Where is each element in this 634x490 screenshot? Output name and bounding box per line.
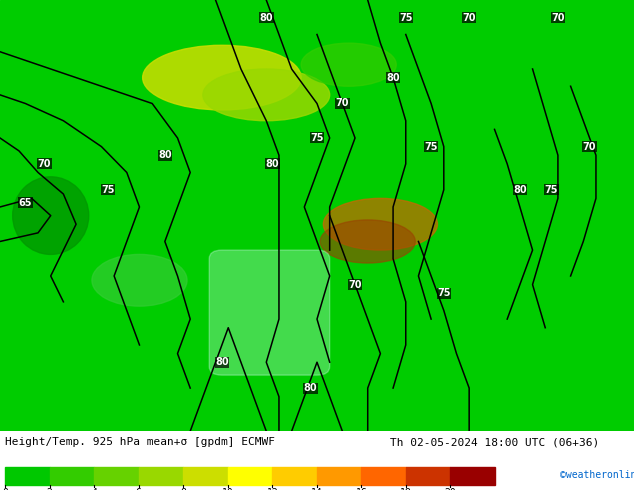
Text: 2: 2	[47, 488, 53, 490]
Text: 80: 80	[215, 357, 229, 367]
Text: 70: 70	[551, 13, 565, 23]
Bar	[5, 466, 49, 485]
Text: 70: 70	[348, 280, 362, 290]
Text: 70: 70	[462, 13, 476, 23]
Text: 80: 80	[259, 13, 273, 23]
Text: 14: 14	[311, 488, 323, 490]
Text: 75: 75	[437, 288, 451, 298]
Bar	[139, 466, 183, 485]
Text: 8: 8	[180, 488, 186, 490]
Bar	[361, 466, 406, 485]
Ellipse shape	[13, 177, 89, 254]
Bar	[49, 466, 94, 485]
Text: 16: 16	[356, 488, 367, 490]
Text: 70: 70	[37, 159, 51, 169]
Text: 80: 80	[304, 383, 318, 393]
Text: Height/Temp. 925 hPa mean+σ [gpdm] ECMWF: Height/Temp. 925 hPa mean+σ [gpdm] ECMWF	[5, 437, 275, 447]
Text: 75: 75	[310, 133, 324, 143]
Text: ©weatheronline.co.uk: ©weatheronline.co.uk	[560, 470, 634, 480]
Ellipse shape	[92, 254, 187, 306]
Ellipse shape	[320, 220, 415, 263]
Text: 75: 75	[101, 185, 115, 195]
Bar	[183, 466, 228, 485]
Text: 75: 75	[545, 185, 559, 195]
Text: 80: 80	[513, 185, 527, 195]
Text: 80: 80	[158, 150, 172, 160]
Text: 4: 4	[91, 488, 97, 490]
Ellipse shape	[301, 43, 396, 86]
Text: 70: 70	[583, 142, 597, 151]
Text: 80: 80	[386, 73, 400, 83]
Text: 10: 10	[222, 488, 233, 490]
Text: 75: 75	[399, 13, 413, 23]
Text: 75: 75	[424, 142, 438, 151]
Bar	[228, 466, 272, 485]
Text: Th 02-05-2024 18:00 UTC (06+36): Th 02-05-2024 18:00 UTC (06+36)	[390, 437, 599, 447]
Text: 80: 80	[266, 159, 280, 169]
Bar	[450, 466, 495, 485]
Text: 18: 18	[400, 488, 412, 490]
Ellipse shape	[203, 69, 330, 121]
Text: 70: 70	[335, 98, 349, 108]
Text: 6: 6	[136, 488, 141, 490]
Ellipse shape	[143, 45, 301, 110]
Text: 12: 12	[266, 488, 278, 490]
Bar	[406, 466, 450, 485]
Text: 65: 65	[18, 197, 32, 208]
Text: 20: 20	[444, 488, 456, 490]
Text: 0: 0	[2, 488, 8, 490]
FancyBboxPatch shape	[209, 250, 330, 375]
Bar	[272, 466, 317, 485]
Bar	[94, 466, 139, 485]
Bar	[317, 466, 361, 485]
Ellipse shape	[323, 198, 437, 250]
